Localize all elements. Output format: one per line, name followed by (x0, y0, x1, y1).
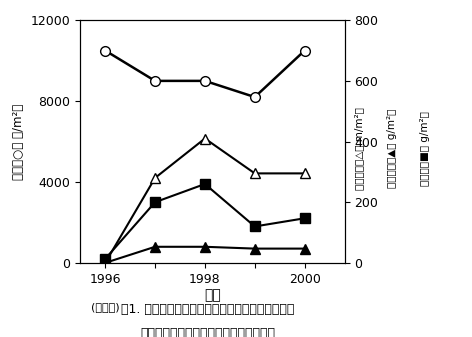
Text: 地上部（■， g/m²）: 地上部（■， g/m²） (420, 111, 430, 186)
X-axis label: 年次: 年次 (204, 288, 221, 302)
Y-axis label: 檭数（○， 本/m²）: 檭数（○， 本/m²） (12, 103, 25, 180)
Text: 地下根量（△， m/m²）: 地下根量（△， m/m²） (354, 107, 364, 190)
Text: (造成年): (造成年) (91, 302, 119, 312)
Text: における地上部および地下部の発達過程: における地上部および地下部の発達過程 (140, 327, 275, 337)
Text: 図1. 造成後のケンタッキーブルーグラス放牧草地: 図1. 造成後のケンタッキーブルーグラス放牧草地 (121, 303, 295, 316)
Text: 地下根量（▲， g/m²）: 地下根量（▲， g/m²） (387, 109, 397, 188)
